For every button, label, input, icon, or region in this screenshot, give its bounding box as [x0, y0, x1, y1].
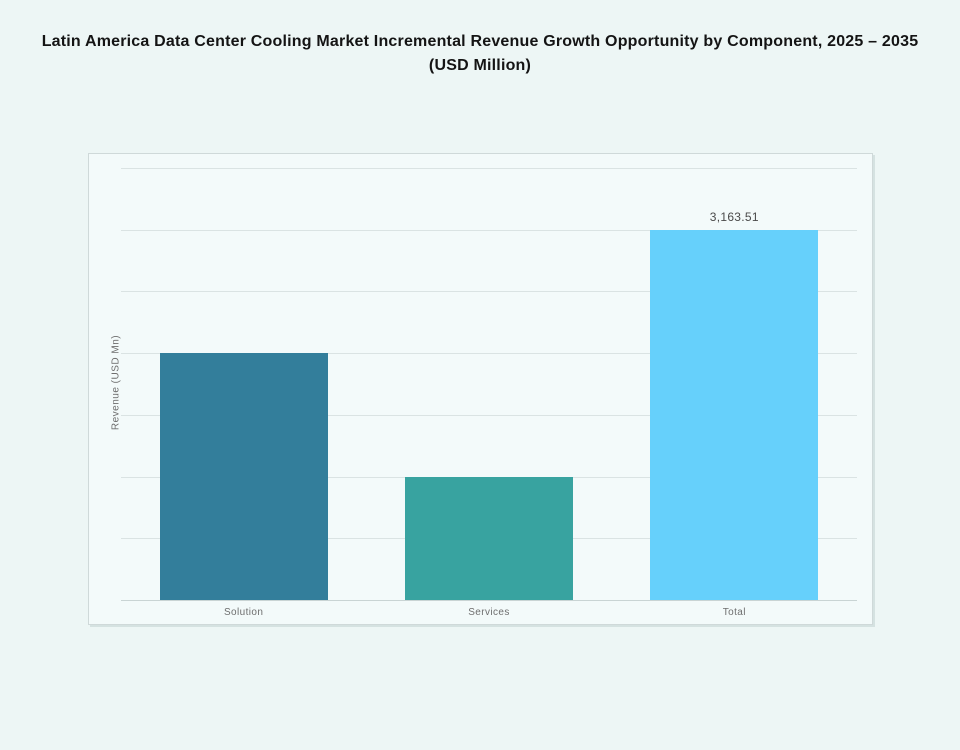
- x-axis-label-total: Total: [722, 607, 746, 618]
- gridline: [121, 414, 857, 416]
- x-axis-labels: Solution Services Total: [121, 607, 857, 623]
- chart-title: Latin America Data Center Cooling Market…: [41, 33, 919, 74]
- bar-slot-total: 3,163.51: [612, 168, 857, 600]
- bar-slot-solution: [121, 168, 366, 600]
- bar-total: [650, 229, 819, 600]
- bar-slot-services: [366, 168, 611, 600]
- y-axis-title: Revenue (USD Mn): [110, 334, 122, 431]
- gridline: [121, 168, 857, 169]
- plot-area: 3,163.51: [121, 168, 857, 601]
- x-axis-label-services: Services: [468, 607, 510, 618]
- bar-services: [404, 476, 573, 600]
- bar-solution: [159, 353, 328, 600]
- x-axis-label-solution: Solution: [223, 607, 264, 618]
- bar-value-label-total: 3,163.51: [709, 209, 759, 224]
- chart-panel: Revenue (USD Mn) 3,163.51 Solution Servic…: [88, 153, 873, 625]
- gridline: [121, 229, 857, 231]
- gridline: [121, 353, 857, 355]
- gridline: [121, 291, 857, 293]
